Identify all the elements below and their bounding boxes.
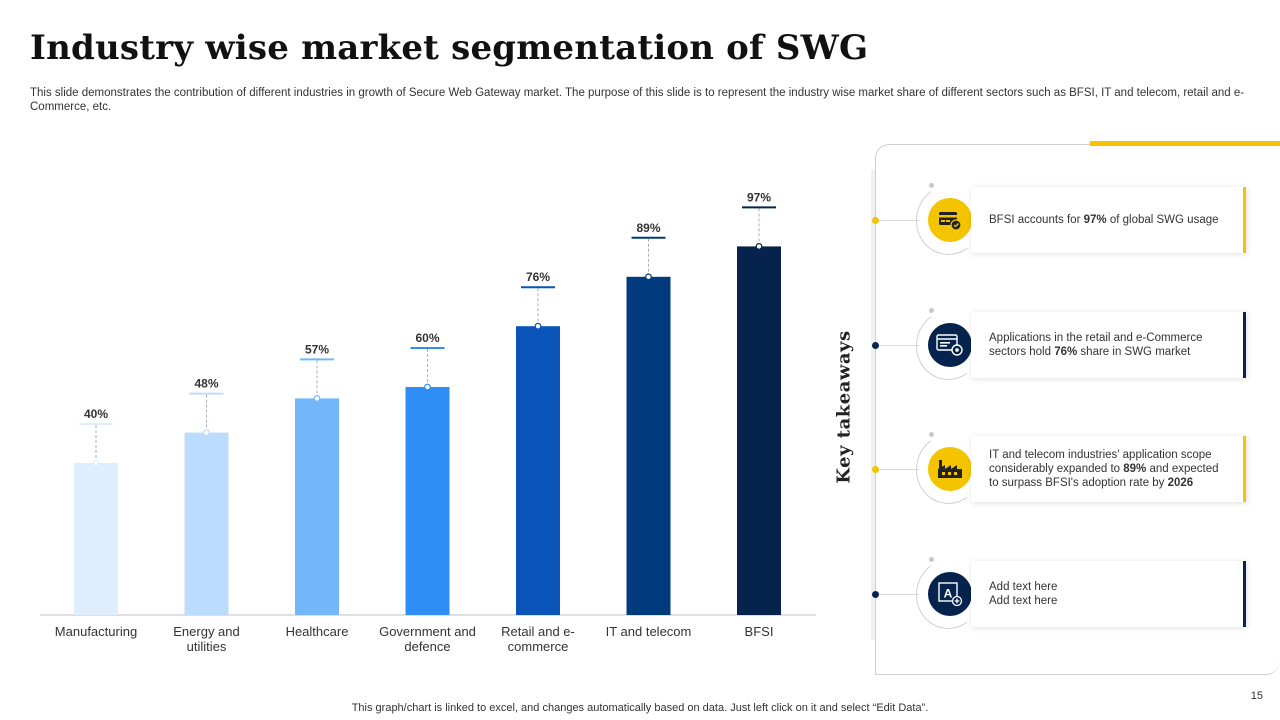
bar-value-label: 48% (194, 377, 218, 391)
category-label: Manufacturing (55, 624, 137, 639)
timeline-dot (872, 591, 879, 598)
bar-point-marker (92, 459, 100, 467)
bar[interactable] (516, 326, 560, 615)
highlight-value: 97% (1083, 214, 1107, 226)
timeline-dot (872, 466, 879, 473)
panel-side-shadow (871, 170, 876, 640)
bank-card-icon (939, 212, 962, 231)
category-label-line: Healthcare (286, 624, 349, 639)
connector-line (879, 220, 919, 221)
bar-value-label: 89% (636, 221, 660, 235)
arc-dot (929, 557, 934, 562)
page-number: 15 (1250, 690, 1263, 702)
category-label: Energy and utilities (173, 624, 240, 654)
browser-settings-icon (936, 334, 963, 356)
category-label: IT and telecom (606, 624, 692, 639)
text-fragment: BFSI accounts for (989, 214, 1084, 226)
bar-value-label: 76% (526, 270, 550, 284)
category-label-line: Manufacturing (55, 624, 137, 639)
category-label-line: Retail and e- (501, 624, 575, 639)
category-label: Government and defence (379, 624, 476, 654)
takeaway-text: IT and telecom industries' application s… (989, 448, 1231, 490)
bar[interactable] (295, 398, 339, 615)
text-fragment: IT and telecom industries' application s… (989, 449, 1212, 475)
highlight-value: 2026 (1167, 477, 1194, 489)
connector-line (879, 594, 919, 595)
category-label-line: utilities (187, 639, 227, 654)
bar-value-label: 60% (415, 331, 439, 345)
category-label-line: commerce (508, 639, 569, 654)
text-fragment: Add text here (989, 595, 1058, 607)
takeaway-text: Add text here Add text here (989, 580, 1057, 608)
connector-line (879, 345, 919, 346)
icon-circle (928, 447, 972, 491)
icon-circle (928, 198, 972, 242)
bar-point-marker (203, 429, 210, 437)
connector-line (879, 469, 919, 470)
arc-dot (929, 432, 934, 437)
bar-point-marker (645, 273, 652, 281)
bar[interactable] (405, 387, 450, 615)
takeaway-card: Applications in the retail and e-Commerc… (971, 312, 1246, 378)
category-label: Healthcare (286, 624, 349, 639)
footer-note: This graph/chart is linked to excel, and… (351, 702, 929, 714)
highlight-value: 76% (1054, 346, 1078, 358)
category-label: BFSI (745, 624, 774, 639)
takeaway-item-1[interactable]: BFSI accounts for 97% of global SWG usag… (872, 175, 1250, 265)
icon-circle: A (928, 572, 972, 616)
arc-dot (929, 308, 934, 313)
frame-accent-bar (1090, 141, 1280, 146)
factory-icon (938, 460, 962, 478)
category-label: Retail and e-commerce (501, 624, 575, 654)
bar-value-label: 97% (747, 190, 771, 204)
takeaway-card: Add text here Add text here (971, 561, 1246, 627)
svg-text:A: A (944, 587, 953, 601)
bar-value-label: 57% (305, 342, 329, 356)
category-label-line: IT and telecom (606, 624, 692, 639)
takeaways-heading: Key takeaways (833, 330, 855, 484)
category-label-line: defence (404, 639, 450, 654)
takeaway-card: IT and telecom industries' application s… (971, 436, 1246, 502)
bar-chart[interactable]: 40% Manufacturing 48% Energy and utilities 57… (0, 130, 830, 665)
takeaway-text: BFSI accounts for 97% of global SWG usag… (989, 213, 1219, 227)
text-fragment: Applications in the retail and e-Commerc… (989, 332, 1203, 358)
text-fragment: share in SWG market (1077, 346, 1191, 358)
text-fragment: Add text here (989, 581, 1058, 593)
bar[interactable] (737, 246, 781, 615)
slide-subtitle: This slide demonstrates the contribution… (30, 87, 1245, 113)
category-label-line: BFSI (745, 624, 774, 639)
category-label-line: Energy and (173, 624, 240, 639)
category-label-line: Government and (379, 624, 476, 639)
takeaways-frame (875, 144, 1280, 675)
bar-point-marker (313, 395, 321, 402)
bar-point-marker (755, 242, 763, 250)
takeaway-item-3[interactable]: IT and telecom industries' application s… (872, 424, 1250, 514)
slide-title: Industry wise market segmentation of SWG (30, 28, 869, 68)
icon-circle (928, 323, 972, 367)
takeaway-text: Applications in the retail and e-Commerc… (989, 331, 1231, 359)
takeaway-item-2[interactable]: Applications in the retail and e-Commerc… (872, 300, 1250, 390)
bar-value-label: 40% (84, 407, 108, 421)
text-fragment: of global SWG usage (1106, 214, 1219, 226)
text-edit-icon: A (938, 582, 963, 607)
bar[interactable] (74, 463, 118, 615)
bar-point-marker (534, 322, 542, 330)
text-fragment: and expected to surpass BFSI's adoption … (989, 463, 1219, 489)
takeaway-card: BFSI accounts for 97% of global SWG usag… (971, 187, 1246, 253)
bar[interactable] (184, 432, 229, 615)
bar[interactable] (626, 276, 671, 615)
highlight-value: 89% (1123, 463, 1147, 475)
timeline-dot (872, 342, 879, 349)
bar-point-marker (424, 383, 431, 391)
takeaway-item-4[interactable]: A Add text here Add text here (872, 549, 1250, 639)
arc-dot (929, 183, 934, 188)
timeline-dot (872, 217, 879, 224)
